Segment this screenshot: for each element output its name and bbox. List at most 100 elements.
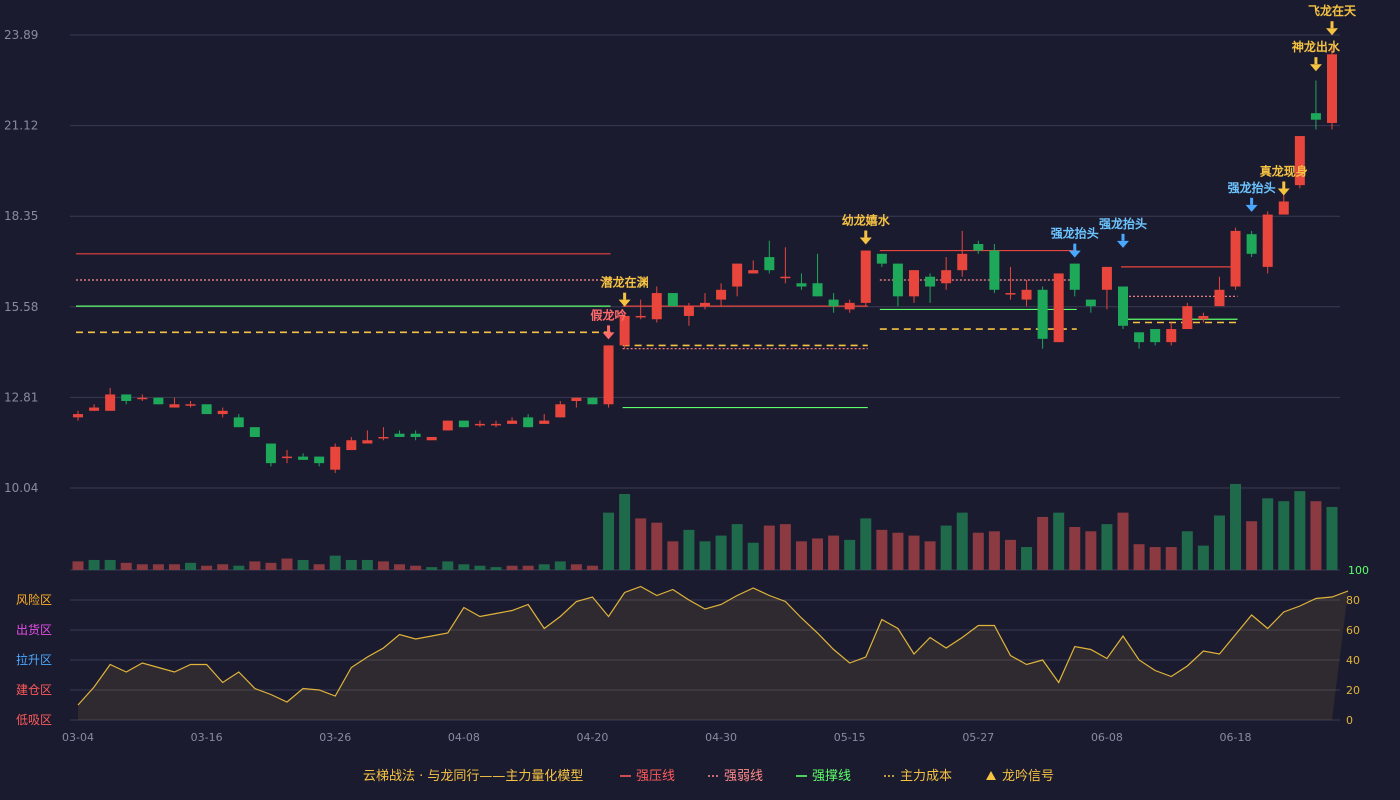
candle-body	[137, 397, 148, 400]
candle-body	[1182, 306, 1193, 330]
candle-body	[957, 253, 968, 271]
candle-body	[491, 423, 501, 426]
candle-body	[346, 440, 357, 451]
indicator-zone-label: 建仓区	[16, 683, 52, 697]
candle-body	[732, 263, 743, 287]
candle-body	[571, 397, 582, 401]
volume-bar	[828, 535, 840, 570]
signal-arrow-stem	[1282, 181, 1286, 189]
candle-body	[153, 397, 164, 405]
volume-bar	[474, 565, 486, 570]
candle-body	[876, 253, 887, 264]
candle-body	[941, 270, 952, 284]
indicator-tick-label: 80	[1346, 594, 1360, 607]
candle-body	[764, 257, 775, 271]
volume-bars: 100	[70, 483, 1369, 577]
volume-bar	[747, 542, 759, 570]
volume-bar	[619, 494, 631, 570]
volume-bar	[812, 538, 824, 570]
volume-bar	[924, 541, 936, 570]
indicator-tick-label: 40	[1346, 654, 1360, 667]
signal-label: 强龙抬头	[1099, 216, 1147, 231]
volume-bar	[313, 564, 325, 570]
indicator-zone-label: 出货区	[16, 622, 52, 637]
candle-body	[603, 345, 614, 405]
candle-body	[507, 420, 518, 424]
candle-body	[1230, 230, 1241, 287]
volume-bar	[908, 535, 920, 570]
candle-body	[233, 417, 244, 428]
volume-bar	[201, 565, 213, 570]
date-tick-label: 06-18	[1220, 731, 1252, 744]
volume-bar	[1181, 531, 1193, 570]
signal-arrow	[859, 237, 872, 245]
volume-bar	[297, 559, 309, 570]
signal-arrow-stem	[607, 325, 611, 333]
candle-body	[362, 440, 373, 444]
candle-body	[1069, 263, 1080, 290]
signal-arrow-stem	[1314, 57, 1318, 65]
candle-body	[1037, 289, 1048, 339]
indicator-tick-label: 20	[1346, 684, 1360, 697]
volume-bar	[522, 565, 534, 570]
signal-arrow	[618, 299, 631, 307]
volume-bar	[506, 565, 518, 570]
volume-bar	[1294, 491, 1306, 570]
volume-bar	[458, 564, 470, 570]
signal-arrow-stem	[1073, 243, 1077, 251]
candle-body	[1262, 214, 1273, 267]
candle-body	[973, 244, 984, 251]
indicator-tick-label: 0	[1346, 714, 1353, 727]
signal-arrow	[1277, 188, 1290, 196]
candle-body	[169, 404, 180, 408]
volume-bar	[876, 529, 888, 570]
candle-body	[1278, 201, 1289, 215]
candle-body	[844, 302, 855, 310]
price-tick-label: 10.04	[4, 481, 38, 495]
volume-bar	[442, 561, 454, 570]
volume-bar	[603, 512, 615, 570]
candle-body	[185, 404, 196, 406]
candle-body	[105, 394, 116, 411]
legend-item-label: 龙吟信号	[1002, 768, 1054, 784]
volume-bar	[1133, 544, 1145, 570]
volume-bar	[233, 565, 245, 570]
signal-label: 真龙现身	[1260, 163, 1308, 178]
volume-bar	[763, 525, 775, 570]
date-tick-label: 04-30	[705, 731, 737, 744]
volume-bar	[570, 564, 582, 570]
volume-bar	[281, 558, 293, 570]
price-tick-label: 18.35	[4, 209, 38, 223]
signal-arrow	[1326, 28, 1338, 36]
indicator-area	[78, 586, 1349, 720]
legend-model-title: 云梯战法 · 与龙同行——主力量化模型	[363, 769, 583, 784]
candle-body	[1214, 289, 1225, 307]
candle-body	[1134, 332, 1145, 343]
volume-bar	[329, 555, 341, 570]
volume-bar	[249, 561, 261, 570]
indicator-zone-label: 低吸区	[16, 713, 52, 727]
volume-bar	[136, 564, 148, 570]
volume-bar	[1197, 545, 1209, 570]
volume-bar	[152, 564, 164, 570]
indicator-zone-label: 风险区	[16, 592, 52, 607]
candle-body	[909, 270, 919, 297]
volume-bar	[1117, 512, 1129, 570]
volume-bar	[426, 567, 438, 570]
signal-arrow	[1245, 204, 1258, 212]
volume-bar	[217, 564, 229, 570]
candle-body	[249, 427, 260, 437]
price-tick-label: 23.89	[4, 28, 38, 42]
signal-label: 强龙抬头	[1228, 180, 1276, 195]
signal-arrow	[602, 332, 615, 340]
volume-bar	[185, 562, 197, 570]
date-tick-label: 05-15	[834, 731, 866, 744]
candle-body	[892, 263, 903, 297]
signal-arrow-stem	[1330, 21, 1334, 29]
volume-bar	[667, 541, 679, 570]
signal-label: 幼龙嬉水	[842, 213, 891, 228]
volume-bar	[1053, 512, 1065, 570]
candle-body	[796, 283, 807, 287]
volume-bar	[956, 512, 968, 570]
